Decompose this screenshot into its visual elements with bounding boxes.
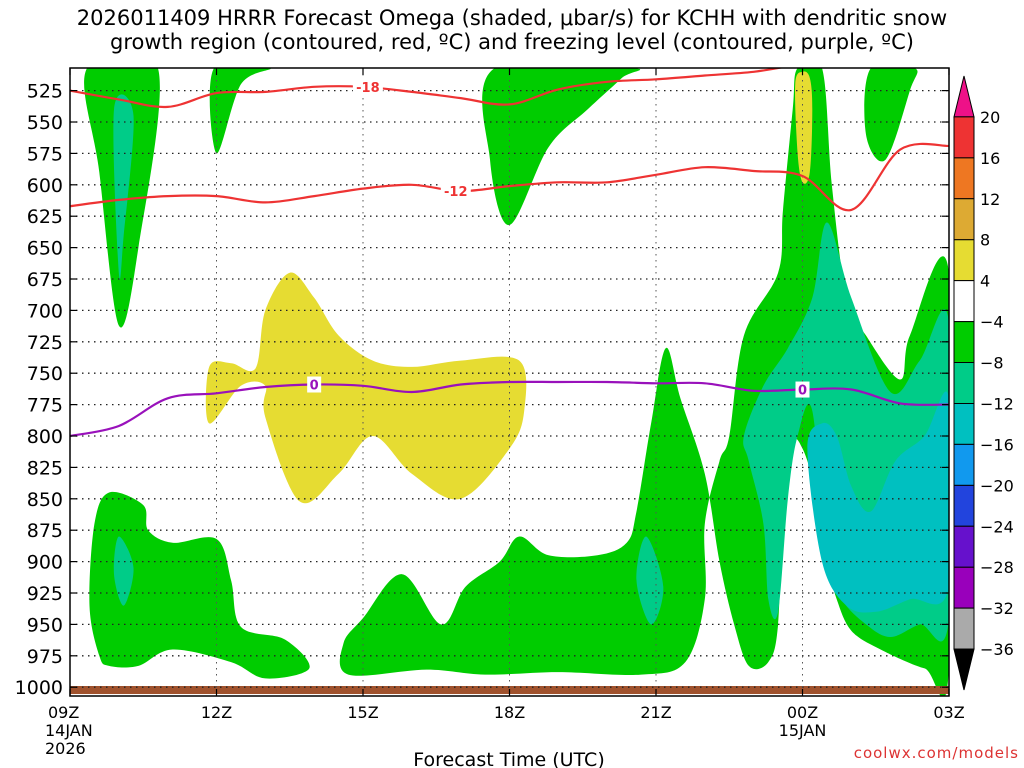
site-credit: coolwx.com/models <box>854 744 1019 762</box>
contour-label-1: -12 <box>444 185 468 200</box>
colorbar-swatch-3 <box>953 198 975 241</box>
contour-label-bg-3 <box>795 381 810 398</box>
colorbar-label-12: −32 <box>980 599 1014 618</box>
colorbar-swatch-1 <box>953 116 975 159</box>
colorbar-swatch-6 <box>953 321 975 364</box>
contour-label-2: 0 <box>310 379 319 394</box>
omega-region-6 <box>113 536 134 606</box>
y-tick-label-650: 650 <box>27 238 63 260</box>
colorbar-label-8: −16 <box>980 435 1014 454</box>
colorbar-swatch-13 <box>953 607 975 650</box>
contour-label-bg-0 <box>352 78 383 95</box>
colorbar-label-9: −20 <box>980 476 1014 495</box>
y-tick-label-825: 825 <box>27 457 63 479</box>
y-tick-label-700: 700 <box>27 300 63 322</box>
colorbar-swatch-11 <box>953 525 975 568</box>
omega-region-10 <box>864 68 918 162</box>
x-axis-label: Forecast Time (UTC) <box>413 749 604 768</box>
colorbar-label-3: 8 <box>980 231 990 250</box>
pressure-axis: 525 550 575 600 625 650 675 700 725 750 775 800 825 8… <box>15 81 949 699</box>
omega-region-5 <box>89 491 310 679</box>
omega-region-4 <box>205 272 527 504</box>
title-line-2: growth region (contoured, red, ºC) and f… <box>110 30 914 54</box>
colorbar-swatch-10 <box>953 484 975 527</box>
omega-region-1 <box>113 94 134 280</box>
colorbar-label-10: −24 <box>980 517 1014 536</box>
colorbar-swatch-5 <box>953 280 975 323</box>
colorbar-label-11: −28 <box>980 558 1014 577</box>
y-tick-label-625: 625 <box>27 206 63 228</box>
colorbar-swatch-0 <box>953 75 975 118</box>
x-tick-date-0: 14JAN <box>45 721 93 740</box>
x-tick-label-12: 21Z <box>640 703 671 722</box>
colorbar-label-6: −8 <box>980 354 1004 373</box>
colorbar-swatch-2 <box>953 157 975 200</box>
y-tick-label-750: 750 <box>27 363 63 385</box>
x-tick-year-0: 2026 <box>45 739 86 758</box>
y-tick-label-850: 850 <box>27 489 63 511</box>
y-tick-label-875: 875 <box>27 520 63 542</box>
contour-label-bg-2 <box>307 376 322 393</box>
y-tick-label-1000: 1000 <box>15 677 63 699</box>
y-tick-label-800: 800 <box>27 426 63 448</box>
colorbar-label-1: 16 <box>980 149 1000 168</box>
colorbar-label-0: 20 <box>980 108 1000 127</box>
y-tick-label-925: 925 <box>27 583 63 605</box>
omega-region-11 <box>795 71 813 184</box>
contour-label-bg-1 <box>440 183 471 200</box>
x-tick-label-9: 18Z <box>494 703 525 722</box>
colorbar-label-13: −36 <box>980 640 1014 659</box>
colorbar-swatch-4 <box>953 239 975 282</box>
contour-line-m18 <box>70 68 785 109</box>
y-tick-label-675: 675 <box>27 269 63 291</box>
x-tick-label-3: 12Z <box>201 703 232 722</box>
omega-region-3 <box>482 68 640 226</box>
omega-region-9 <box>807 391 949 613</box>
x-tick-label-0: 09Z <box>48 703 79 722</box>
y-tick-label-725: 725 <box>27 332 63 354</box>
x-tick-label-18: 03Z <box>933 703 964 722</box>
contour-label-0: -18 <box>356 81 380 96</box>
title-line-1: 2026011409 HRRR Forecast Omega (shaded, … <box>76 6 948 30</box>
omega-region-7 <box>339 68 949 696</box>
omega-region-12 <box>636 536 664 625</box>
colorbar-label-2: 12 <box>980 190 1000 209</box>
y-tick-label-975: 975 <box>27 646 63 668</box>
y-tick-label-550: 550 <box>27 112 63 134</box>
colorbar-swatch-14 <box>953 648 975 691</box>
contour-labels: -18 -12 0 0 <box>307 78 810 399</box>
colorbar-swatch-12 <box>953 566 975 609</box>
colorbar-label-7: −12 <box>980 394 1014 413</box>
colorbar-swatch-9 <box>953 443 975 486</box>
contour-line-m12 <box>70 142 949 212</box>
colorbar-swatch-7 <box>953 362 975 404</box>
omega-shading <box>84 68 949 696</box>
y-tick-label-900: 900 <box>27 552 63 574</box>
colorbar-label-4: 4 <box>980 272 990 291</box>
y-tick-label-525: 525 <box>27 81 63 103</box>
colorbar-swatch-8 <box>953 402 975 445</box>
y-tick-label-575: 575 <box>27 143 63 165</box>
chart-title: 2026011409 HRRR Forecast Omega (shaded, … <box>0 6 1024 54</box>
y-tick-label-600: 600 <box>27 175 63 197</box>
colorbar: 20 16 12 8 4 −4 −8 −12 −16 −20 −24 −28 −32 −36 <box>953 75 1014 691</box>
y-tick-label-950: 950 <box>27 614 63 636</box>
y-tick-label-775: 775 <box>27 395 63 417</box>
x-tick-label-6: 15Z <box>347 703 378 722</box>
omega-region-2 <box>209 68 271 154</box>
x-tick-date-15: 15JAN <box>779 721 827 740</box>
contour-label-3: 0 <box>798 384 807 399</box>
x-tick-label-15: 00Z <box>787 703 818 722</box>
colorbar-label-5: −4 <box>980 313 1004 332</box>
grid-lines <box>70 68 949 696</box>
